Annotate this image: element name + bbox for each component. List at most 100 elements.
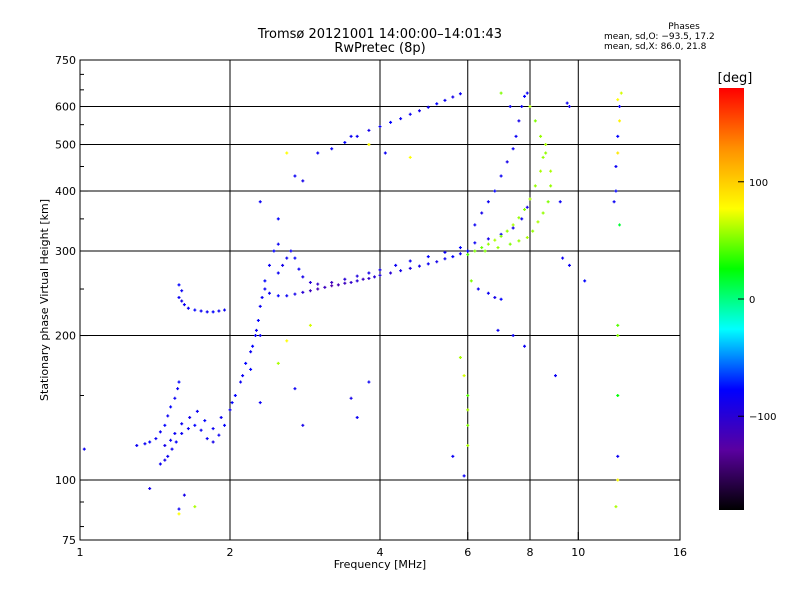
data-point <box>293 387 297 391</box>
data-point <box>473 241 477 245</box>
x-tick-label: 10 <box>571 546 585 559</box>
data-point <box>473 223 477 227</box>
y-tick-label: 100 <box>55 474 76 487</box>
data-point <box>533 184 537 188</box>
data-point <box>523 344 527 348</box>
data-point <box>417 109 421 113</box>
data-point <box>349 280 353 284</box>
data-point <box>517 119 521 123</box>
data-point <box>408 266 412 270</box>
data-point <box>276 294 280 298</box>
data-point <box>361 277 365 281</box>
data-point <box>276 242 280 246</box>
data-point <box>505 160 509 164</box>
data-point <box>177 296 181 300</box>
data-point <box>383 151 387 155</box>
data-point <box>367 128 371 132</box>
x-axis-label: Frequency [MHz] <box>334 558 426 571</box>
data-point <box>462 374 466 378</box>
data-point <box>443 250 447 254</box>
data-point <box>173 396 177 400</box>
data-point <box>180 432 184 436</box>
data-point <box>466 394 470 398</box>
data-point <box>343 140 347 144</box>
phase-stats-x: mean, sd,X: 86.0, 21.8 <box>604 42 707 52</box>
data-point <box>293 256 297 260</box>
data-point <box>316 282 320 286</box>
data-point <box>408 112 412 116</box>
data-point <box>499 297 503 301</box>
x-tick-label: 4 <box>377 546 384 559</box>
data-point <box>499 234 503 238</box>
data-point <box>435 102 439 106</box>
colorbar-label: [deg] <box>718 71 753 86</box>
data-point <box>496 246 500 250</box>
data-point <box>336 283 340 287</box>
data-point <box>496 328 500 332</box>
data-point <box>399 117 403 121</box>
x-tick-label: 2 <box>227 546 234 559</box>
data-point <box>258 401 262 405</box>
data-point <box>389 271 393 275</box>
data-point <box>193 308 197 312</box>
data-point <box>177 283 181 287</box>
chart-title: Tromsø 20121001 14:00:00–14:01:43 <box>257 27 503 42</box>
data-point <box>205 310 209 314</box>
data-point <box>316 151 320 155</box>
data-point <box>285 339 289 343</box>
data-point <box>186 427 190 431</box>
data-point <box>466 253 470 257</box>
data-point <box>154 437 158 441</box>
data-point <box>166 454 170 458</box>
data-point <box>616 98 620 102</box>
data-point <box>188 415 192 419</box>
data-point <box>301 275 305 279</box>
data-point <box>616 151 620 155</box>
data-point <box>135 444 139 448</box>
data-point <box>546 200 550 204</box>
data-point <box>394 263 398 267</box>
data-point <box>230 401 234 405</box>
data-point <box>399 269 403 273</box>
data-point <box>525 236 529 240</box>
data-point <box>541 211 545 215</box>
data-point <box>616 134 620 138</box>
data-point <box>544 143 548 147</box>
data-point <box>451 255 455 259</box>
data-point <box>263 287 267 291</box>
data-point <box>549 184 553 188</box>
phase-stats-o: mean, sd,O: −93.5, 17.2 <box>604 32 715 42</box>
data-point <box>355 134 359 138</box>
colorbar-tick-label: −100 <box>749 412 776 423</box>
data-point <box>330 280 334 284</box>
y-tick-label: 750 <box>55 54 76 67</box>
data-point <box>143 442 147 446</box>
y-tick-label: 200 <box>55 330 76 343</box>
colorbar-tick-label: 0 <box>749 295 755 306</box>
data-point <box>616 334 620 338</box>
data-point <box>499 174 503 178</box>
data-point <box>308 323 312 327</box>
data-point <box>163 423 167 427</box>
data-point <box>205 437 209 441</box>
data-point <box>614 505 618 509</box>
data-point <box>180 289 184 293</box>
data-point <box>195 409 199 413</box>
data-point <box>186 306 190 310</box>
data-point <box>486 200 490 204</box>
y-tick-label: 75 <box>62 534 76 547</box>
data-point <box>182 303 186 307</box>
data-point <box>367 143 371 147</box>
data-point <box>520 217 524 221</box>
data-point <box>177 380 181 384</box>
data-point <box>173 432 177 436</box>
data-point <box>217 309 221 313</box>
data-point <box>233 394 237 398</box>
data-point <box>176 387 180 391</box>
data-point <box>462 474 466 478</box>
data-point <box>330 147 334 151</box>
data-point <box>458 252 462 256</box>
data-point <box>272 249 276 253</box>
data-point <box>561 256 565 260</box>
